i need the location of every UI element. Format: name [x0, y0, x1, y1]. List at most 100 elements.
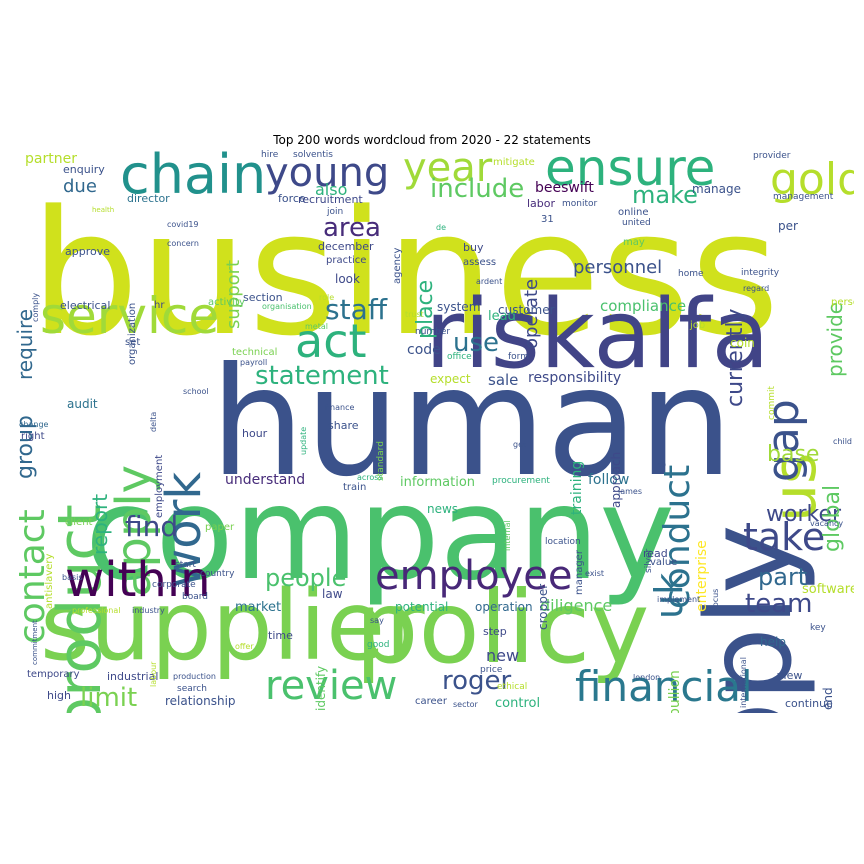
wordcloud-word: manager: [574, 550, 585, 595]
wordcloud-word: lead: [488, 309, 516, 324]
wordcloud-word: personnel: [573, 257, 663, 278]
wordcloud-word: production: [173, 672, 216, 681]
wordcloud-word: end: [821, 686, 835, 710]
wordcloud-word: help: [760, 635, 786, 649]
wordcloud-word: due: [63, 176, 97, 197]
wordcloud-word: news: [427, 502, 459, 516]
wordcloud-word: london: [633, 673, 661, 682]
wordcloud-word: activity: [208, 297, 245, 308]
wordcloud-word: bullion: [667, 669, 683, 713]
wordcloud-word: internal: [503, 520, 512, 552]
wordcloud-word: view: [777, 669, 803, 682]
wordcloud-word: approve: [65, 245, 110, 258]
wordcloud-word: people: [265, 564, 347, 592]
wordcloud-word: corporate: [152, 580, 196, 590]
wordcloud-word: get: [513, 440, 527, 449]
wordcloud-word: number: [415, 327, 451, 337]
wordcloud-word: value: [650, 557, 678, 568]
wordcloud-word: employee: [375, 553, 573, 599]
wordcloud-word: to: [658, 460, 667, 469]
wordcloud-word: train: [343, 482, 367, 493]
wordcloud-word: career: [415, 696, 447, 707]
wordcloud-word: use: [453, 328, 500, 358]
wordcloud-word: relationship: [165, 694, 236, 708]
wordcloud-word: market: [235, 600, 282, 615]
wordcloud: business human company supplier policy riskal…: [10, 148, 854, 713]
wordcloud-word: code: [407, 342, 441, 358]
wordcloud-word: company: [85, 460, 675, 609]
wordcloud-word: make: [632, 181, 698, 209]
wordcloud-word: software: [802, 582, 854, 597]
wordcloud-word: change: [19, 420, 49, 429]
wordcloud-word: compliance: [600, 297, 687, 315]
wordcloud-word: include: [430, 174, 525, 204]
wordcloud-word: part: [758, 563, 808, 591]
wordcloud-word: find: [125, 510, 179, 543]
wordcloud-word: key: [810, 623, 826, 633]
wordcloud-word: electrical: [60, 299, 111, 312]
wordcloud-word: statement: [255, 361, 389, 391]
wordcloud-word: buy: [463, 241, 484, 254]
wordcloud-word: integrity: [741, 268, 780, 278]
wordcloud-word: coin: [730, 336, 755, 350]
wordcloud-word: december: [318, 240, 374, 253]
wordcloud-word: take: [743, 515, 826, 559]
wordcloud-word: diligence: [540, 596, 613, 615]
wordcloud-word: price: [480, 665, 503, 675]
wordcloud-word: solventis: [293, 150, 333, 160]
wordcloud-word: training: [569, 460, 585, 516]
wordcloud-word: control: [495, 696, 541, 711]
wordcloud-word: online: [618, 207, 649, 218]
wordcloud-word: responsibility: [528, 370, 622, 386]
wordcloud-word: finance: [325, 403, 355, 412]
wordcloud-word: job: [690, 320, 706, 331]
wordcloud-word: human: [210, 336, 734, 510]
wordcloud-word: person: [831, 297, 854, 308]
wordcloud-word: identify: [314, 665, 328, 711]
wordcloud-word: worker: [766, 502, 842, 527]
wordcloud-word: review: [265, 663, 398, 709]
wordcloud-word: vacancy: [810, 519, 844, 528]
wordcloud-word: beeswift: [535, 180, 594, 196]
wordcloud-word: may: [623, 237, 645, 248]
wordcloud-word: james: [618, 487, 643, 496]
wordcloud-word: payroll: [240, 358, 268, 367]
wordcloud-word: roger: [442, 666, 512, 696]
wordcloud-word: sale: [488, 371, 519, 389]
wordcloud-word: mitigate: [493, 157, 535, 168]
wordcloud-word: agency: [392, 247, 403, 284]
wordcloud-word: child: [833, 437, 852, 446]
wordcloud-word: operation: [475, 600, 533, 614]
wordcloud-word: currently: [723, 308, 748, 407]
wordcloud-word: system: [437, 300, 481, 314]
wordcloud-word: update: [299, 426, 308, 455]
wordcloud-word: also: [315, 180, 348, 199]
wordcloud-word: assess: [463, 257, 497, 268]
wordcloud-word: procurement: [492, 476, 550, 486]
wordcloud-word: labour: [149, 661, 158, 687]
wordcloud-word: information: [400, 475, 476, 490]
wordcloud-word: commit: [767, 386, 777, 421]
wordcloud-word: business: [30, 173, 780, 374]
wordcloud-word: force: [278, 192, 306, 205]
wordcloud-word: role: [319, 293, 335, 302]
wordcloud-word: offer: [235, 642, 254, 651]
wordcloud-word: supplier: [40, 570, 425, 682]
wordcloud-word: gold: [770, 154, 854, 205]
wordcloud-word: customer: [498, 303, 555, 317]
wordcloud-word: share: [328, 419, 359, 432]
wordcloud-word: continue: [785, 697, 833, 710]
wordcloud-word: delta: [149, 411, 158, 432]
wordcloud-word: report: [88, 493, 112, 555]
wordcloud-word: policy: [355, 569, 650, 686]
wordcloud-word: base: [767, 442, 820, 467]
wordcloud-word: country: [200, 569, 235, 579]
wordcloud-word: temporary: [27, 669, 80, 680]
wordcloud-word: 31: [541, 214, 554, 225]
wordcloud-word: audit: [67, 397, 98, 411]
wordcloud-word: law: [322, 587, 343, 601]
wordcloud-word: high: [47, 689, 71, 702]
wordcloud-word: set: [125, 337, 141, 348]
wordcloud-word: search: [177, 684, 207, 694]
wordcloud-word: comply: [31, 292, 40, 322]
